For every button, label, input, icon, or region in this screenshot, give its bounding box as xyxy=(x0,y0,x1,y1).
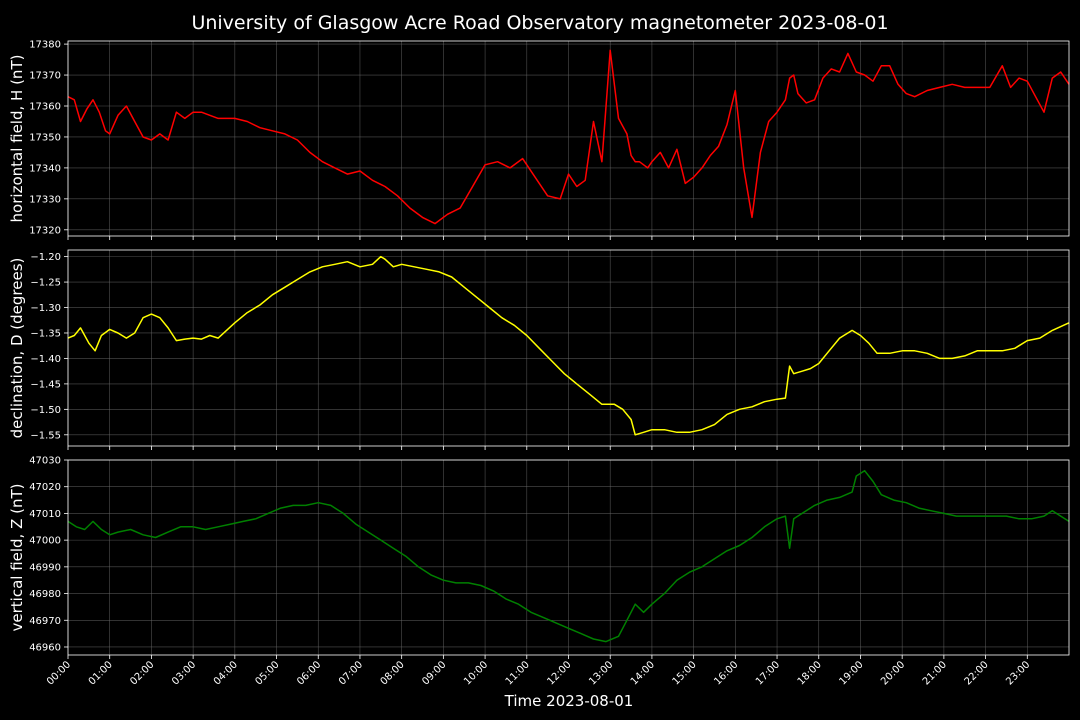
x-tick-label: 21:00 xyxy=(921,659,949,687)
x-tick-label: 00:00 xyxy=(45,659,73,687)
y-tick-label: 46960 xyxy=(29,642,61,653)
y-tick-label: 47010 xyxy=(29,509,61,520)
x-tick-label: 15:00 xyxy=(671,659,699,687)
declination-y-axis-label: declination, D (degrees) xyxy=(8,258,26,439)
y-tick-label: 47030 xyxy=(29,456,61,467)
y-tick-label: 17350 xyxy=(29,132,61,143)
x-tick-label: 04:00 xyxy=(212,659,240,687)
x-tick-label: 17:00 xyxy=(754,659,782,687)
y-tick-label: −1.55 xyxy=(30,430,61,441)
y-tick-label: 17360 xyxy=(29,102,61,113)
x-tick-label: 09:00 xyxy=(420,659,448,687)
x-tick-label: 23:00 xyxy=(1004,659,1032,687)
y-tick-label: 46990 xyxy=(29,562,61,573)
y-tick-label: −1.30 xyxy=(30,303,61,314)
x-tick-label: 10:00 xyxy=(462,659,490,687)
y-tick-label: −1.35 xyxy=(30,328,61,339)
h-field-frame xyxy=(67,40,1070,237)
declination-series-line xyxy=(67,255,1070,436)
panels: 17320 17330 17340 17350 17360 17370 17380horiz… xyxy=(8,40,1070,688)
x-tick-label: 11:00 xyxy=(504,659,532,687)
h-field-series-line xyxy=(67,49,1070,225)
y-tick-label: −1.25 xyxy=(30,278,61,289)
y-tick-label: −1.20 xyxy=(30,252,61,263)
y-tick-label: −1.40 xyxy=(30,354,61,365)
y-tick-label: 17370 xyxy=(29,71,61,82)
y-tick-label: 46980 xyxy=(29,589,61,600)
declination-frame xyxy=(67,249,1070,447)
y-tick-label: 17320 xyxy=(29,225,61,236)
h-field-panel: 17320 17330 17340 17350 17360 17370 17380horiz… xyxy=(8,40,1070,240)
x-tick-label: 08:00 xyxy=(379,659,407,687)
y-tick-label: −1.50 xyxy=(30,405,61,416)
z-field-y-axis-label: vertical field, Z (nT) xyxy=(8,483,26,631)
x-tick-label: 19:00 xyxy=(837,659,865,687)
y-tick-label: 17330 xyxy=(29,194,61,205)
x-tick-label: 13:00 xyxy=(587,659,615,687)
x-tick-label: 22:00 xyxy=(963,659,991,687)
y-tick-label: 47000 xyxy=(29,536,61,547)
x-tick-label: 20:00 xyxy=(879,659,907,687)
y-tick-label: 17380 xyxy=(29,40,61,51)
x-axis-label: Time 2023-08-01 xyxy=(504,692,634,710)
x-tick-label: 16:00 xyxy=(712,659,740,687)
x-tick-label: 02:00 xyxy=(128,659,156,687)
y-tick-label: −1.45 xyxy=(30,379,61,390)
x-tick-label: 05:00 xyxy=(254,659,282,687)
chart-title: University of Glasgow Acre Road Observat… xyxy=(191,12,888,34)
x-tick-label: 12:00 xyxy=(545,659,573,687)
x-tick-label: 18:00 xyxy=(796,659,824,687)
x-tick-label: 14:00 xyxy=(629,659,657,687)
declination-panel: −1.55 −1.50 −1.45 −1.40 −1.35 −1.30 −1.25 −1.20… xyxy=(8,249,1070,450)
y-tick-label: 47020 xyxy=(29,482,61,493)
h-field-y-axis-label: horizontal field, H (nT) xyxy=(8,55,26,223)
z-field-frame xyxy=(67,459,1070,656)
z-field-panel: 46960 46970 46980 46990 47000 47010 47020 47030… xyxy=(8,456,1070,659)
y-tick-label: 17340 xyxy=(29,163,61,174)
z-field-series-line xyxy=(67,469,1070,643)
x-tick-label: 03:00 xyxy=(170,659,198,687)
x-tick-label: 07:00 xyxy=(337,659,365,687)
x-tick-label: 01:00 xyxy=(87,659,115,687)
y-tick-label: 46970 xyxy=(29,616,61,627)
x-tick-label: 06:00 xyxy=(295,659,323,687)
